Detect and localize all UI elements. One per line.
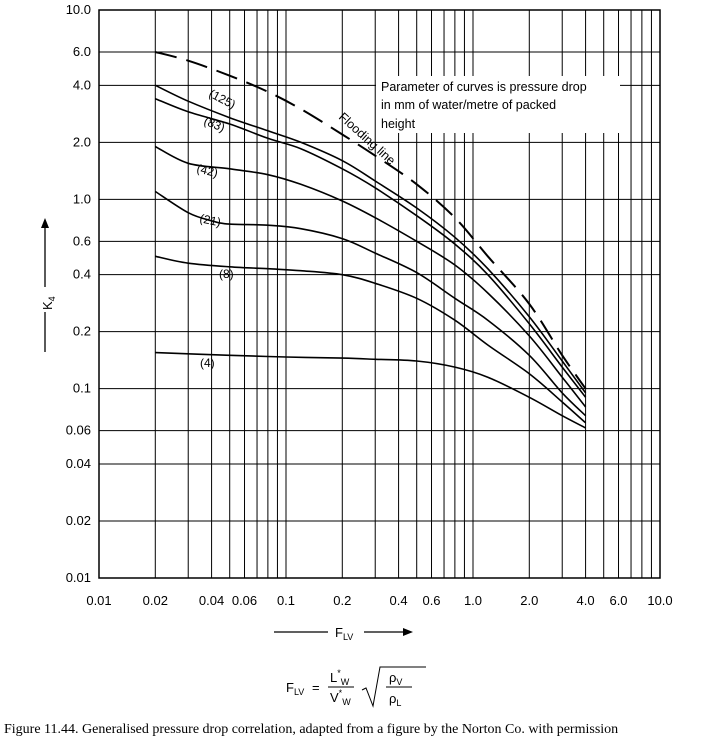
- y-tick-label: 0.04: [66, 456, 91, 471]
- annotation-line-2: in mm of water/metre of packed: [381, 98, 556, 112]
- y-tick-label: 0.06: [66, 423, 91, 438]
- y-axis-arrow-head: [41, 218, 49, 228]
- x-tick-label: 2.0: [520, 593, 538, 608]
- x-tick-label: 6.0: [609, 593, 627, 608]
- formula-rho-denominator: ρL: [389, 691, 401, 708]
- x-axis-arrow-head: [403, 628, 413, 636]
- pressure-drop-chart: 0.01 0.02 0.04 0.06 0.1 0.2 0.4 0.6 1.0 2.0 4.0 6.0…: [40, 2, 673, 642]
- formula-equals: =: [312, 680, 320, 695]
- x-tick-label: 0.6: [422, 593, 440, 608]
- pressure-drop-curve-3: [154, 145, 587, 408]
- x-tick-label: 0.2: [333, 593, 351, 608]
- curve-label-4: (4): [200, 356, 215, 370]
- curve-label-8: (8): [219, 267, 234, 281]
- x-tick-label: 0.02: [143, 593, 168, 608]
- y-tick-label: 2.0: [73, 134, 91, 149]
- y-tick-label: 0.2: [73, 324, 91, 339]
- formula-sqrt-sign: [361, 666, 426, 708]
- curve-label-42: (42): [195, 161, 219, 180]
- x-tick-label: 10.0: [647, 593, 672, 608]
- y-tick-label: 0.01: [66, 570, 91, 585]
- pressure-drop-curve-2: [155, 97, 587, 398]
- x-tick-label: 0.1: [277, 593, 295, 608]
- y-tick-label: 1.0: [73, 191, 91, 206]
- figure-caption: Figure 11.44. Generalised pressure drop …: [4, 722, 619, 737]
- y-tick-label: 0.02: [66, 513, 91, 528]
- y-tick-label: 4.0: [73, 77, 91, 92]
- y-tick-label: 6.0: [73, 44, 91, 59]
- y-tick-label: 0.1: [73, 381, 91, 396]
- pressure-drop-curve-6: [155, 351, 586, 429]
- y-axis-label: K4: [40, 296, 57, 310]
- x-tick-label: 4.0: [577, 593, 595, 608]
- flv-formula: FLV = L*W V*W ρV ρL: [286, 666, 426, 708]
- y-tick-label: 0.4: [73, 267, 91, 282]
- y-tick-label: 0.6: [73, 233, 91, 248]
- x-tick-label: 1.0: [464, 593, 482, 608]
- x-tick-label: 0.4: [390, 593, 408, 608]
- formula-lhs: FLV: [286, 680, 304, 697]
- tick-labels: 0.01 0.02 0.04 0.06 0.1 0.2 0.4 0.6 1.0 2.0 4.0 6.0…: [66, 2, 673, 608]
- flooding-line-curve: [155, 51, 587, 390]
- formula-rho-numerator: ρV: [389, 670, 402, 687]
- x-tick-label: 0.01: [86, 593, 111, 608]
- curve-label-21: (21): [198, 211, 222, 229]
- plot-frame: [98, 9, 661, 579]
- pressure-drop-curve-1: [154, 84, 587, 394]
- x-axis-label: FLV: [335, 625, 353, 642]
- curve-label-83: (83): [202, 114, 227, 135]
- formula-numerator: L*W: [330, 668, 350, 687]
- x-tick-label: 0.06: [232, 593, 257, 608]
- pressure-drop-curve-5: [155, 255, 587, 424]
- annotation-background: [376, 76, 620, 133]
- y-tick-label: 10.0: [66, 2, 91, 17]
- pressure-drop-curve-4: [154, 190, 587, 417]
- x-tick-label: 0.04: [199, 593, 224, 608]
- formula-denominator: V*W: [330, 688, 351, 707]
- annotation-line-1: Parameter of curves is pressure drop: [381, 80, 587, 94]
- series-layer: [154, 51, 587, 429]
- annotation-line-3: height: [381, 117, 416, 131]
